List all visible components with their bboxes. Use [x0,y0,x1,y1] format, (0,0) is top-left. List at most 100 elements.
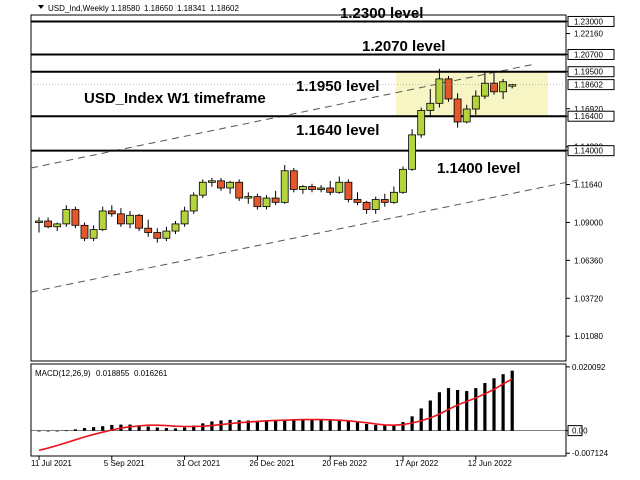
candle-bearish [217,180,225,189]
candle-bearish [353,199,362,203]
price-tick-label: 1.09000 [574,218,603,227]
macd-bar [192,425,196,431]
macd-indicator-label: MACD(12,26,9) [35,369,91,378]
price-panel-frame [30,14,567,362]
macd-bar [110,424,114,431]
candle-bullish [162,230,171,239]
macd-bar [183,427,187,431]
price-tick-label: 1.16400 [574,112,603,121]
current-price-label: 1.18602 [574,81,603,90]
candle-bullish [471,95,480,110]
macd-bar [283,419,287,431]
macd-bar [37,430,41,432]
macd-bar [355,422,360,431]
level-label: 1.1640 level [296,122,379,139]
macd-bar [456,390,460,431]
macd-panel-frame [30,363,567,457]
macd-bar [228,419,232,431]
macd-bar [55,430,59,432]
candle-bullish [435,78,444,104]
macd-bar [310,419,314,431]
macd-bar [365,423,369,431]
price-axis: 1.23000 1.22160 1.20700 1.19500 1.169201.164… [566,15,615,341]
candle-bullish [62,209,71,225]
candle-bearish [44,220,52,228]
candle-bullish [389,191,398,203]
price-level-box [567,48,615,60]
candle-bearish [444,78,453,100]
price-tick-label: 1.19500 [574,68,603,77]
candle-bullish [35,220,43,223]
candle-bearish [253,196,262,208]
candle-bullish [262,197,271,208]
candle-bullish [89,229,98,239]
macd-bar [501,374,505,431]
level-label: 1.1400 level [437,160,520,177]
macd-bar [483,383,487,431]
macd-bar [301,419,305,431]
macd-signal-line [38,378,513,452]
candle-bearish [308,186,316,190]
candle-bearish [80,224,89,239]
candle-bullish [371,199,380,210]
macd-tick-label: 0.020092 [572,363,606,372]
macd-zero-box [567,425,583,437]
time-tick-label: 26 Dec 2021 [249,459,295,468]
price-level-box [567,110,615,122]
macd-bar [383,425,387,431]
triangle-down-icon [38,5,44,9]
current-price-box [567,79,615,91]
macd-bar [292,419,296,431]
candle-bearish [344,181,353,200]
ohlc-low: 1.18341 [177,4,206,13]
price-level-box [567,15,615,27]
macd-bar [328,420,332,431]
candle-bullish [317,187,326,190]
candle-bullish [126,214,134,225]
candle-bearish [71,209,80,226]
candle-bearish [362,201,371,210]
time-tick-label: 20 Feb 2022 [322,459,367,468]
candle-bullish [508,84,517,87]
candle-bearish [107,210,116,215]
macd-bar [428,400,432,431]
time-tick-label: 31 Oct 2021 [177,459,221,468]
candle-bullish [207,180,216,183]
macd-header: MACD(12,26,9) 0.018855 0.016261 [35,369,168,378]
price-tick-label: 1.22160 [574,30,603,39]
time-tick-label: 5 Sep 2021 [104,459,145,468]
time-axis: 11 Jul 2021 5 Sep 2021 31 Oct 2021 26 Dec 2… [31,456,512,468]
macd-bar [337,420,341,431]
price-tick-label: 1.06360 [574,256,603,265]
ohlc-open: 1.18580 [111,4,140,13]
macd-bar [319,419,323,431]
macd-bar [173,428,178,431]
candle-bullish [417,110,426,136]
macd-bar [101,426,105,431]
chart-title: USD_Index W1 timeframe [84,90,266,107]
time-tick-label: 11 Jul 2021 [31,459,72,468]
macd-tick-label: -0.007124 [572,449,609,458]
macd-bar [246,420,250,431]
macd-bar [255,420,259,431]
candle-bearish [453,98,462,123]
candle-bullish [180,210,189,225]
macd-bar [392,424,396,431]
price-tick-label: 1.03720 [574,294,603,303]
price-tick-label: 1.16920 [574,105,603,114]
time-tick-label: 12 Jun 2022 [468,459,513,468]
candle-bearish [271,197,280,203]
candle-bullish [426,102,435,111]
macd-bar [237,420,241,431]
candle-bullish [408,134,417,170]
candle-bullish [198,181,207,196]
candle-bearish [135,214,144,229]
price-tick-label: 1.14000 [574,147,603,156]
macd-bar [219,420,223,431]
macd-bar [474,388,478,431]
level-label: 1.2070 level [362,38,445,55]
candle-bearish [235,181,244,199]
candle-bullish [399,168,407,193]
candle-bearish [289,170,298,190]
